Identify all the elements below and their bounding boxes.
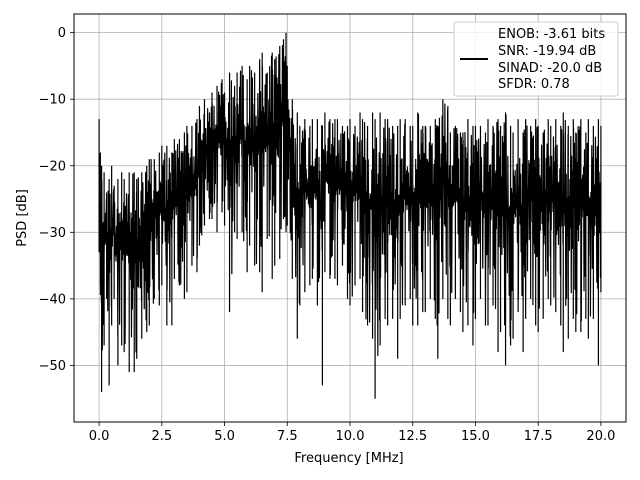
y-tick-label: −20 [39, 159, 66, 174]
legend-entry: SINAD: -20.0 dB [498, 61, 602, 76]
y-tick-label: −30 [39, 226, 66, 241]
x-tick-label: 2.5 [151, 429, 172, 444]
y-tick-label: −10 [39, 93, 66, 108]
x-tick-label: 20.0 [586, 429, 615, 444]
series-psd [98, 32, 602, 399]
legend-entry: SFDR: 0.78 [498, 77, 570, 92]
x-tick-label: 17.5 [524, 429, 553, 444]
axis-ticks: 0.0 2.5 5.0 7.5 10.0 12.5 15.0 17.5 20.0 0 −10 −20 −… [39, 26, 616, 444]
legend-entry: SNR: -19.94 dB [498, 44, 596, 59]
y-axis-label: PSD [dB] [15, 189, 30, 247]
legend-entry: ENOB: -3.61 bits [498, 27, 605, 42]
y-tick-label: −50 [39, 359, 66, 374]
y-tick-label: −40 [39, 292, 66, 307]
x-tick-label: 12.5 [398, 429, 427, 444]
x-axis-label: Frequency [MHz] [294, 451, 403, 466]
x-tick-label: 7.5 [277, 429, 298, 444]
x-tick-label: 0.0 [89, 429, 110, 444]
x-tick-label: 10.0 [336, 429, 365, 444]
x-tick-label: 15.0 [461, 429, 490, 444]
x-tick-label: 5.0 [214, 429, 235, 444]
y-tick-label: 0 [58, 26, 66, 41]
legend: ENOB: -3.61 bits SNR: -19.94 dB SINAD: -… [453, 21, 619, 97]
psd-trace [98, 32, 602, 399]
legend-box [453, 21, 619, 97]
